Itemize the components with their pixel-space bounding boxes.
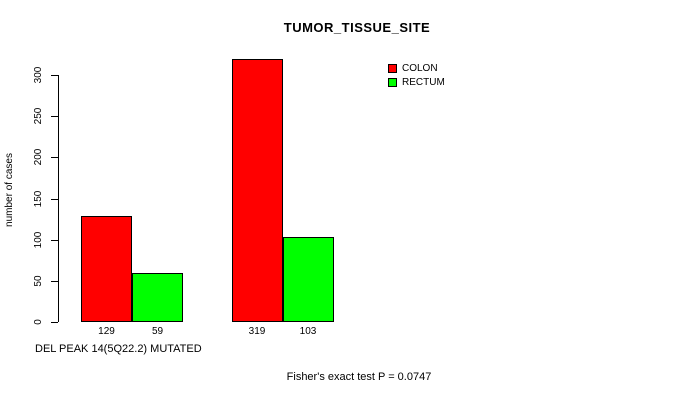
chart-title: TUMOR_TISSUE_SITE <box>283 20 431 35</box>
y-tick <box>51 322 58 323</box>
x-axis-title: DEL PEAK 14(5Q22.2) MUTATED <box>35 343 202 355</box>
legend-label-colon: COLON <box>402 63 438 74</box>
y-tick <box>51 75 58 76</box>
legend-item-colon: COLON <box>388 63 445 74</box>
y-tick <box>51 116 58 118</box>
y-tick-label: 100 <box>33 231 44 248</box>
bar-value-label: 59 <box>151 326 164 337</box>
legend-label-rectum: RECTUM <box>402 77 445 88</box>
y-tick-label: 250 <box>33 107 44 125</box>
y-tick <box>51 239 58 241</box>
y-axis-line <box>58 75 59 322</box>
bar-rectum-group-2 <box>282 237 334 322</box>
y-tick-label: 150 <box>33 190 44 207</box>
y-tick-label: 0 <box>33 319 44 325</box>
bar-colon-group-1 <box>81 215 132 322</box>
y-tick <box>51 280 58 282</box>
legend-item-rectum: RECTUM <box>388 77 445 88</box>
bar-value-label: 129 <box>98 326 115 337</box>
y-tick <box>51 198 58 200</box>
y-tick <box>51 157 58 159</box>
y-tick-label: 200 <box>33 148 44 166</box>
y-tick-label: 50 <box>33 275 44 287</box>
legend-swatch-colon <box>388 64 397 73</box>
y-axis-title: number of cases <box>4 153 15 227</box>
legend: COLON RECTUM <box>388 63 445 91</box>
bar-value-label: 319 <box>248 326 266 337</box>
bar-rectum-group-1 <box>132 273 183 322</box>
stat-annotation: Fisher's exact test P = 0.0747 <box>286 371 432 383</box>
bar-colon-group-2 <box>231 59 283 322</box>
y-tick-label: 300 <box>33 66 44 84</box>
bar-value-label: 103 <box>299 326 317 337</box>
legend-swatch-rectum <box>388 78 397 87</box>
